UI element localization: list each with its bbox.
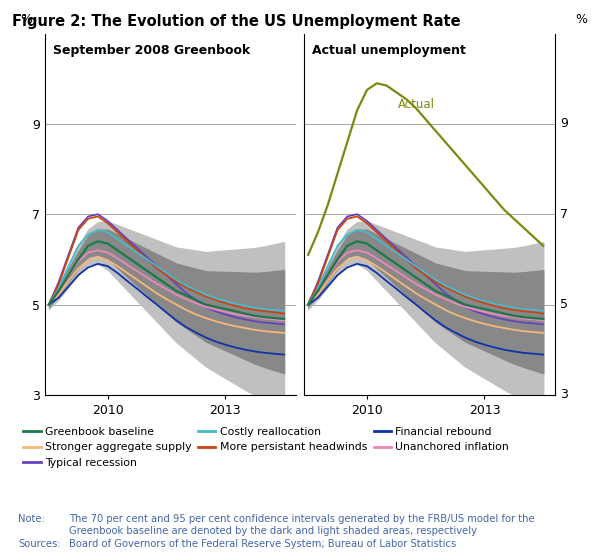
Text: The 70 per cent and 95 per cent confidence intervals generated by the FRB/US mod: The 70 per cent and 95 per cent confiden… (69, 514, 535, 536)
Text: Actual: Actual (398, 98, 435, 111)
Text: Actual unemployment: Actual unemployment (312, 44, 466, 58)
Text: Note:: Note: (18, 514, 45, 524)
Text: Figure 2: The Evolution of the US Unemployment Rate: Figure 2: The Evolution of the US Unempl… (12, 14, 461, 29)
Text: %: % (20, 13, 32, 26)
Legend: Greenbook baseline, Stronger aggregate supply, Typical recession, Costly realloc: Greenbook baseline, Stronger aggregate s… (23, 427, 509, 468)
Text: 3: 3 (560, 388, 568, 402)
Text: Sources:: Sources: (18, 539, 61, 549)
Text: 5: 5 (560, 298, 568, 311)
Text: September 2008 Greenbook: September 2008 Greenbook (53, 44, 250, 58)
Text: 7: 7 (560, 208, 568, 221)
Text: Board of Governors of the Federal Reserve System; Bureau of Labor Statistics: Board of Governors of the Federal Reserv… (69, 539, 456, 549)
Text: 9: 9 (560, 118, 568, 130)
Text: %: % (575, 13, 587, 26)
